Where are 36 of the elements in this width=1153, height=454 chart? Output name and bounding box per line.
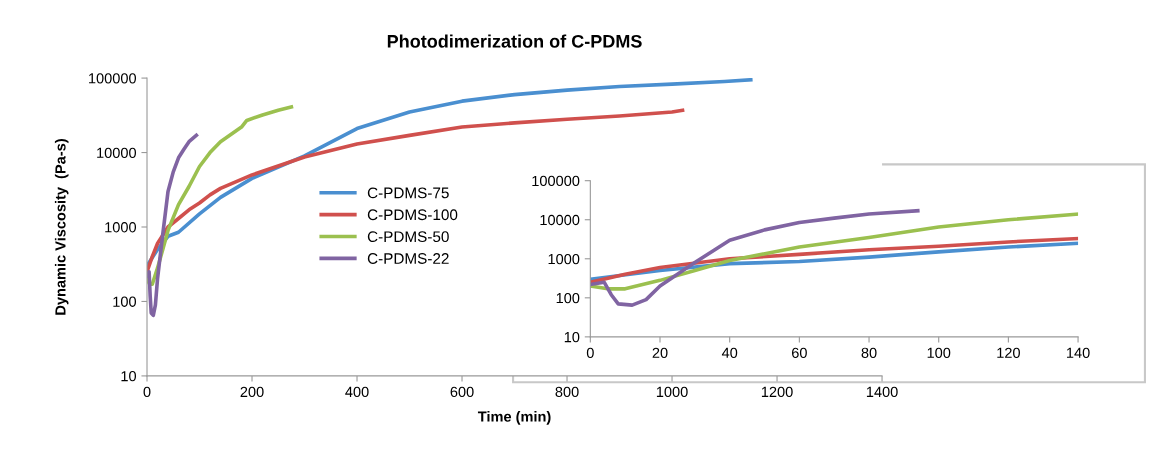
x-tick-label: 1200: [761, 386, 793, 398]
line-series: [590, 208, 920, 307]
x-tick-label: 1400: [866, 386, 898, 398]
y-tick-label: 1000: [548, 253, 580, 265]
x-axis-title: Time (min): [477, 411, 551, 425]
chart-title: Photodimerization of C-PDMS: [387, 34, 642, 48]
y-tick-label: 100000: [89, 73, 137, 84]
y-tick-label: 10: [564, 331, 580, 343]
x-tick-label: 0: [586, 347, 594, 358]
x-tick-label: 60: [791, 347, 807, 358]
x-tick-label: 100: [927, 347, 951, 358]
legend-label: C-PDMS-50: [367, 231, 449, 243]
y-tick-label: 100000: [532, 175, 580, 187]
legend-label: C-PDMS-22: [367, 253, 449, 264]
x-tick-label: 140: [1067, 347, 1090, 358]
x-tick-label: 200: [240, 386, 264, 398]
x-tick-label: 20: [652, 347, 668, 358]
y-tick-label: 10: [121, 371, 137, 382]
x-tick-label: 40: [721, 347, 738, 358]
y-tick-label: 1000: [105, 222, 137, 233]
y-tick-label: 100: [556, 292, 580, 304]
x-tick-label: 0: [143, 386, 151, 398]
y-tick-label: 10000: [97, 147, 137, 158]
line-series: [590, 212, 1079, 291]
x-tick-label: 80: [861, 347, 877, 358]
x-tick-label: 600: [450, 386, 474, 398]
line-series: [147, 133, 199, 318]
x-tick-label: 800: [555, 386, 579, 398]
x-tick-label: 400: [345, 386, 369, 398]
y-axis-title: Dynamic Viscosity (Pa-s): [54, 139, 69, 315]
x-tick-label: 1000: [656, 386, 688, 398]
y-tick-label: 100: [113, 296, 137, 307]
y-tick-label: 10000: [540, 214, 580, 226]
legend-label: C-PDMS-75: [367, 187, 449, 199]
legend-label: C-PDMS-100: [367, 209, 458, 221]
x-tick-label: 120: [997, 347, 1020, 358]
